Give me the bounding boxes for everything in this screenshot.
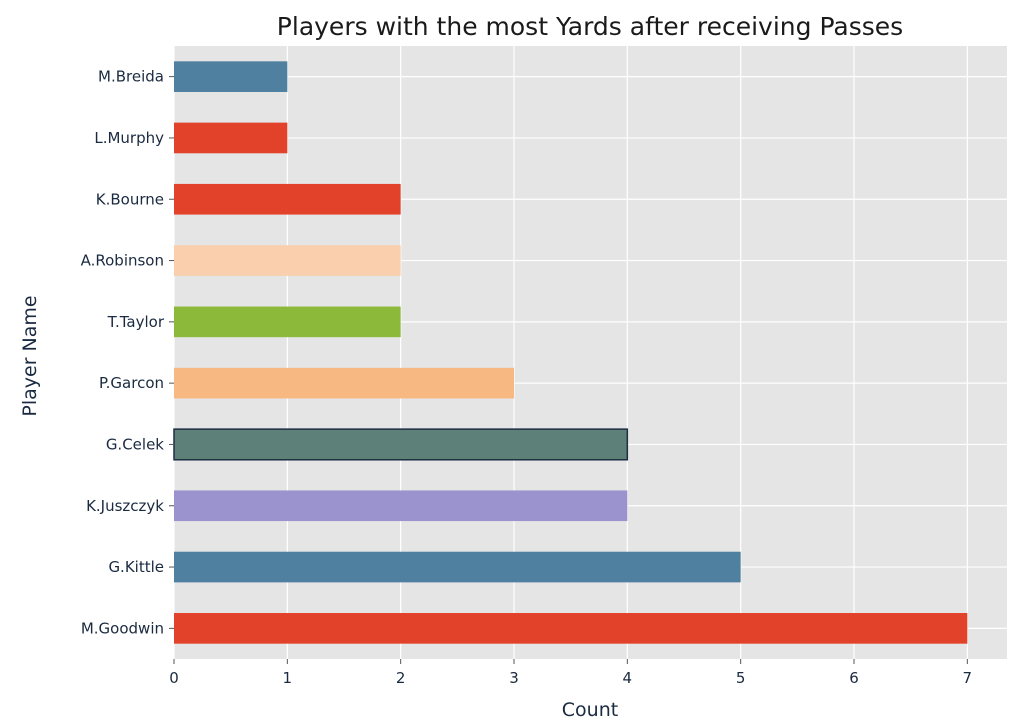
x-axis-label: Count [562, 699, 618, 721]
y-tick-label-5: P.Garcon [99, 374, 164, 392]
x-tick-label-1: 1 [283, 669, 293, 687]
x-tick-label-0: 0 [169, 669, 179, 687]
y-axis-ticks: M.Breida L.Murphy K.Bourne A.Robinson T.Tayl… [81, 68, 174, 638]
x-tick-label-7: 7 [963, 669, 973, 687]
bar-t-taylor [174, 307, 401, 338]
y-tick-label-6: G.Celek [106, 435, 164, 453]
bar-l-murphy [174, 123, 287, 154]
bar-k-bourne [174, 184, 401, 215]
y-tick-label-7: K.Juszczyk [86, 497, 164, 515]
y-tick-label-3: A.Robinson [81, 252, 164, 270]
y-tick-label-1: L.Murphy [94, 129, 164, 147]
bar-a-robinson [174, 245, 401, 276]
y-tick-label-8: G.Kittle [108, 558, 164, 576]
y-axis-label: Player Name [19, 295, 41, 416]
y-tick-label-4: T.Taylor [107, 313, 165, 331]
bar-g-kittle [174, 552, 741, 583]
bar-g-celek [174, 429, 627, 460]
x-axis-ticks: 0 1 2 3 4 5 6 7 [169, 659, 972, 687]
x-tick-label-6: 6 [849, 669, 859, 687]
y-tick-label-0: M.Breida [98, 68, 164, 86]
x-tick-label-2: 2 [396, 669, 406, 687]
x-tick-label-4: 4 [623, 669, 633, 687]
x-tick-label-5: 5 [736, 669, 746, 687]
chart-title: Players with the most Yards after receiv… [277, 12, 903, 41]
bar-m-goodwin [174, 613, 967, 644]
bar-m-breida [174, 61, 287, 92]
y-tick-label-9: M.Goodwin [81, 619, 164, 637]
bar-k-juszczyk [174, 490, 627, 521]
x-tick-label-3: 3 [509, 669, 519, 687]
bar-p-garcon [174, 368, 514, 399]
y-tick-label-2: K.Bourne [96, 190, 164, 208]
